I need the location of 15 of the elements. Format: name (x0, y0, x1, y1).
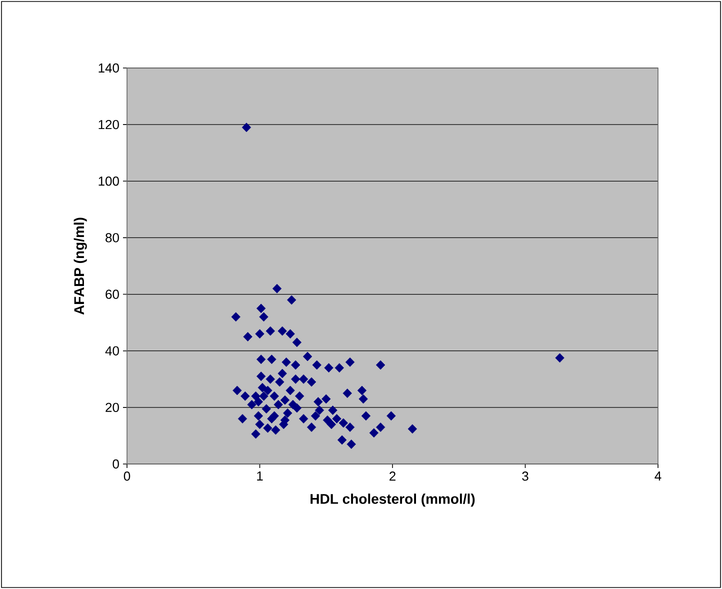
y-tick-label: 40 (105, 346, 119, 356)
y-tick-label: 20 (106, 402, 119, 412)
x-tick-label: 0 (124, 472, 130, 481)
y-tick-label: 140 (98, 63, 119, 73)
x-tick-label: 4 (654, 472, 662, 480)
y-tick-label: 80 (106, 233, 119, 242)
x-tick-label: 2 (390, 472, 396, 481)
y-tick-label: 120 (98, 120, 119, 130)
x-tick-label: 3 (522, 472, 528, 481)
y-axis-title: AFABP (ng/ml) (74, 218, 87, 315)
y-tick-label: 0 (112, 459, 119, 469)
y-tick-label: 100 (98, 176, 119, 186)
x-tick-label: 1 (257, 472, 263, 480)
y-tick-label: 60 (106, 290, 119, 299)
x-axis-title: HDL cholesterol (mmol/l) (310, 494, 475, 507)
